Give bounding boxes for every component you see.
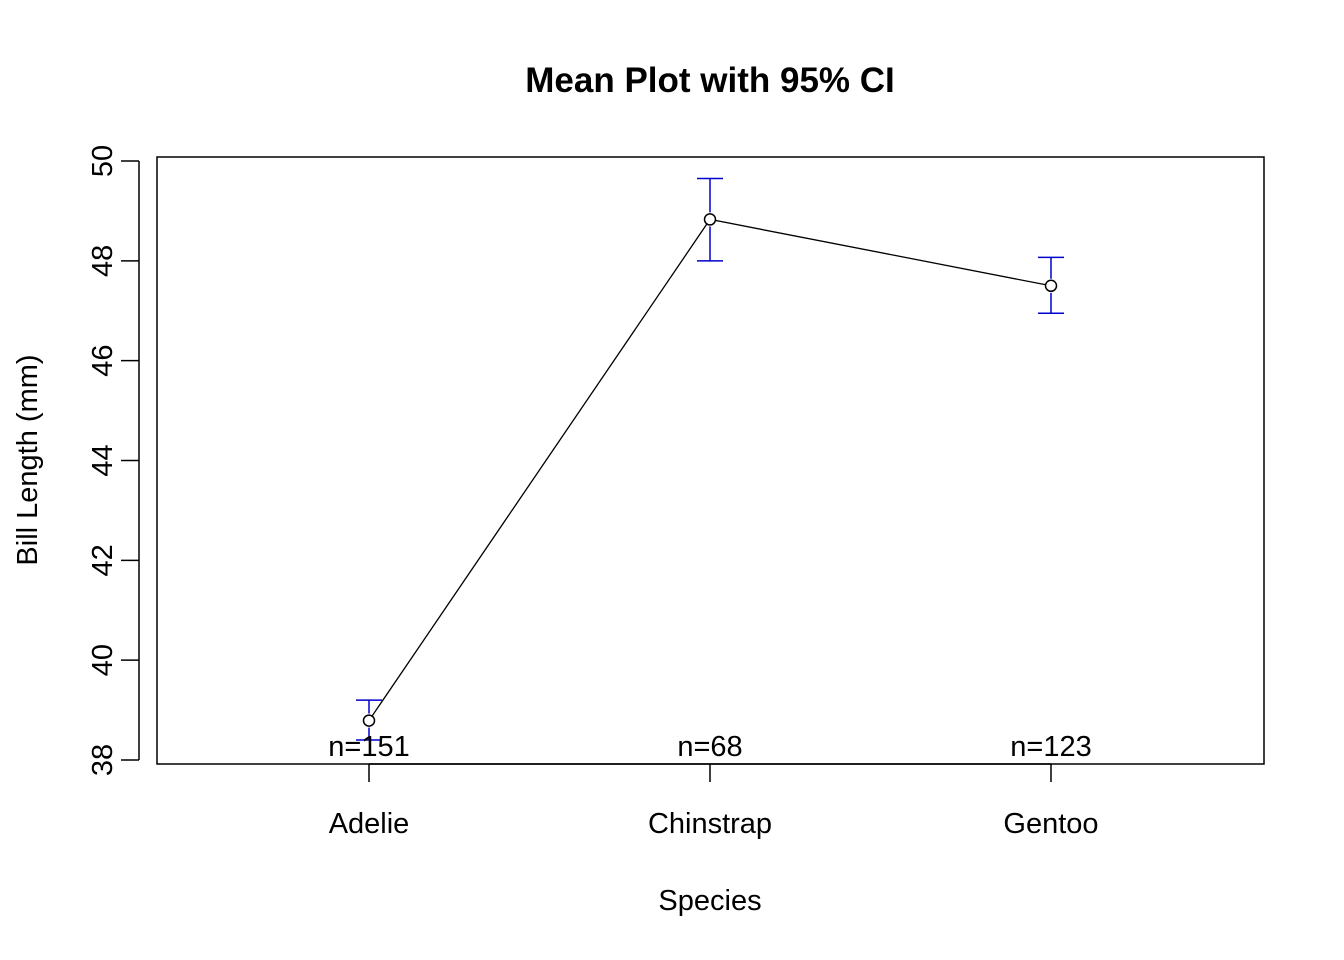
x-tick-label-chinstrap: Chinstrap [648,808,772,840]
ci-bar-chinstrap [697,177,723,262]
n-label-gentoo: n=123 [1010,731,1091,763]
mean-line-group [368,218,1052,721]
mean-point-adelie [362,714,376,727]
y-tick-label-42: 42 [87,544,119,576]
y-tick-label-50: 50 [87,145,119,177]
ci-bars [356,177,1064,741]
x-axis-label: Species [658,885,761,917]
y-tick-label-48: 48 [87,245,119,277]
y-tick-label-40: 40 [87,644,119,676]
n-label-adelie: n=151 [328,731,409,763]
mean-points [362,213,1058,727]
y-axis: 38 40 42 44 46 48 50 [87,145,140,776]
ci-bar-adelie [356,699,382,741]
x-tick-label-gentoo: Gentoo [1003,808,1098,840]
mean-point-chinstrap [703,213,717,226]
y-tick-label-46: 46 [87,345,119,377]
x-axis: Adelie Chinstrap Gentoo [329,763,1099,840]
chart-title: Mean Plot with 95% CI [525,61,895,100]
y-tick-label-38: 38 [87,744,119,776]
y-tick-label-44: 44 [87,444,119,476]
mean-line [368,218,1052,721]
mean-point-gentoo [1044,279,1058,293]
x-tick-label-adelie: Adelie [329,808,410,840]
n-label-chinstrap: n=68 [677,731,742,763]
ci-bar-gentoo [1038,256,1064,314]
n-labels: n=151 n=68 n=123 [328,731,1091,763]
y-axis-label: Bill Length (mm) [12,354,44,565]
